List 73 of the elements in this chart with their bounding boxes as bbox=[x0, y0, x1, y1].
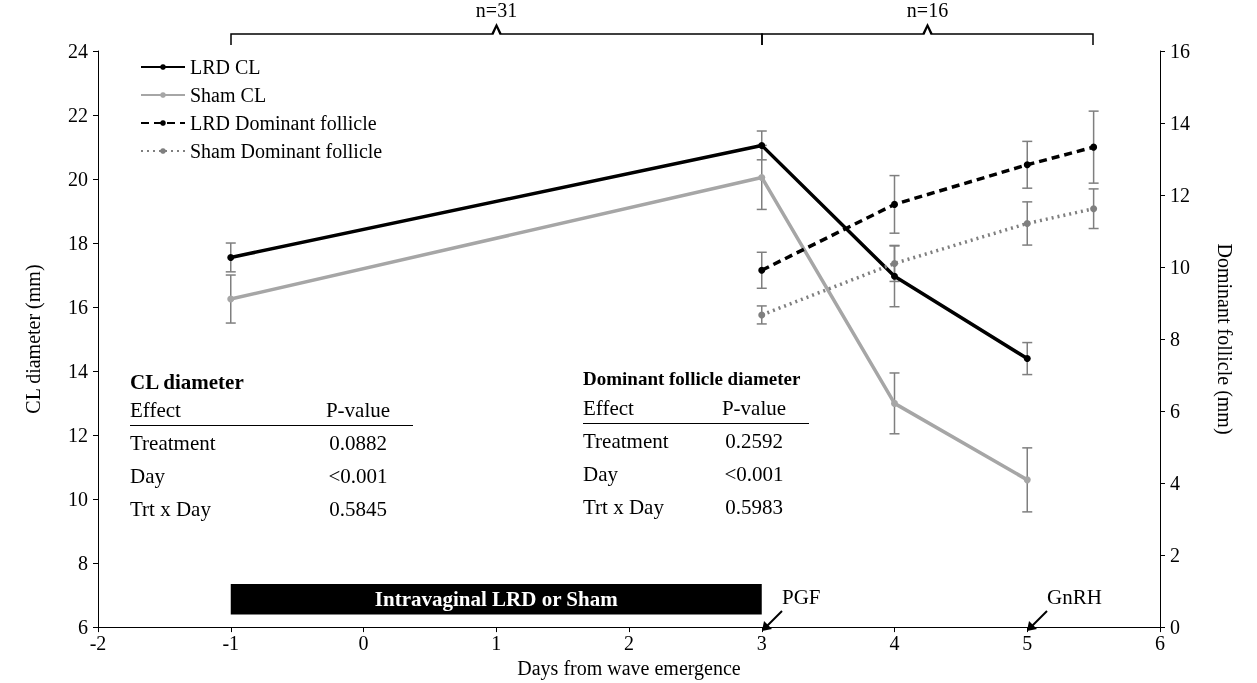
point bbox=[1090, 205, 1098, 213]
y-tick-label: 8 bbox=[78, 552, 88, 575]
point bbox=[227, 295, 235, 303]
y2-tick-label: 4 bbox=[1170, 472, 1180, 495]
legend-label: LRD Dominant follicle bbox=[190, 112, 377, 134]
y-tick-label: 22 bbox=[68, 104, 88, 127]
legend-label: LRD CL bbox=[190, 56, 261, 78]
y-tick-label: 16 bbox=[68, 296, 88, 319]
point bbox=[1023, 355, 1031, 363]
x-tick-label: 2 bbox=[624, 632, 634, 655]
x-tick-label: 3 bbox=[756, 632, 767, 655]
point bbox=[758, 311, 766, 319]
y-tick-label: 18 bbox=[68, 232, 88, 255]
annotation: Treatment bbox=[130, 431, 216, 456]
y-tick-label: 12 bbox=[68, 424, 88, 447]
annotation: P-value bbox=[720, 396, 788, 421]
point bbox=[1090, 143, 1098, 151]
y2-tick-label: 14 bbox=[1170, 112, 1190, 135]
point bbox=[891, 272, 898, 280]
x-tick-label: 4 bbox=[889, 632, 900, 655]
x-tick-label: 1 bbox=[491, 632, 502, 655]
annotation: Day bbox=[583, 462, 618, 487]
y-axis-title: CL diameter (mm) bbox=[22, 264, 45, 414]
x-axis-title: Days from wave emergence bbox=[517, 657, 741, 680]
annotation: Day bbox=[130, 464, 165, 489]
x-tick-label: -2 bbox=[89, 632, 107, 655]
y2-tick-label: 2 bbox=[1170, 544, 1180, 567]
y2-tick-label: 16 bbox=[1170, 40, 1190, 62]
annotation: <0.001 bbox=[723, 462, 785, 487]
annotation: <0.001 bbox=[327, 464, 389, 489]
x-tick-label: -1 bbox=[222, 632, 240, 655]
text: n=31 bbox=[475, 0, 518, 21]
annotation: 0.5845 bbox=[328, 497, 388, 522]
point bbox=[227, 253, 235, 261]
annotation: Effect bbox=[583, 396, 634, 421]
point bbox=[891, 399, 898, 407]
y2-tick-label: 8 bbox=[1170, 328, 1180, 351]
point bbox=[1023, 476, 1031, 484]
annotation: PGF bbox=[782, 585, 821, 610]
x-tick-label: 0 bbox=[358, 632, 369, 655]
annotation: Trt x Day bbox=[130, 497, 211, 522]
point bbox=[758, 266, 766, 274]
x-tick-label: 6 bbox=[1155, 632, 1165, 655]
y-tick-label: 10 bbox=[68, 488, 88, 511]
annotation: 0.5983 bbox=[724, 495, 784, 520]
annotation: Treatment bbox=[583, 429, 669, 454]
y2-tick-label: 6 bbox=[1170, 400, 1180, 423]
point bbox=[891, 259, 898, 267]
y2-tick-label: 12 bbox=[1170, 184, 1190, 207]
y-tick-label: 20 bbox=[68, 168, 88, 191]
annotation: P-value bbox=[324, 398, 392, 423]
y2-tick-label: 10 bbox=[1170, 256, 1190, 279]
band-label: Intravaginal LRD or Sham bbox=[374, 587, 619, 612]
annotation: GnRH bbox=[1047, 585, 1102, 610]
annotation: 0.2592 bbox=[724, 429, 784, 454]
point bbox=[891, 200, 898, 208]
annotation: Trt x Day bbox=[583, 495, 664, 520]
y-tick-label: 24 bbox=[68, 40, 88, 62]
y-tick-label: 14 bbox=[68, 360, 88, 383]
point bbox=[758, 173, 766, 181]
annotation: Dominant follicle diameter bbox=[583, 368, 801, 390]
legend-label: Sham CL bbox=[190, 84, 267, 106]
y2-tick-label: 0 bbox=[1170, 616, 1180, 639]
y2-axis-title: Dominant follicle (mm) bbox=[1213, 243, 1236, 435]
text: n=16 bbox=[906, 0, 949, 21]
annotation: 0.0882 bbox=[328, 431, 388, 456]
point bbox=[1023, 219, 1031, 227]
annotation: Effect bbox=[130, 398, 181, 423]
y-tick-label: 6 bbox=[78, 616, 88, 639]
point bbox=[1023, 161, 1031, 169]
annotation: CL diameter bbox=[130, 370, 244, 395]
legend-label: Sham Dominant follicle bbox=[190, 140, 383, 162]
x-tick-label: 5 bbox=[1022, 632, 1033, 655]
